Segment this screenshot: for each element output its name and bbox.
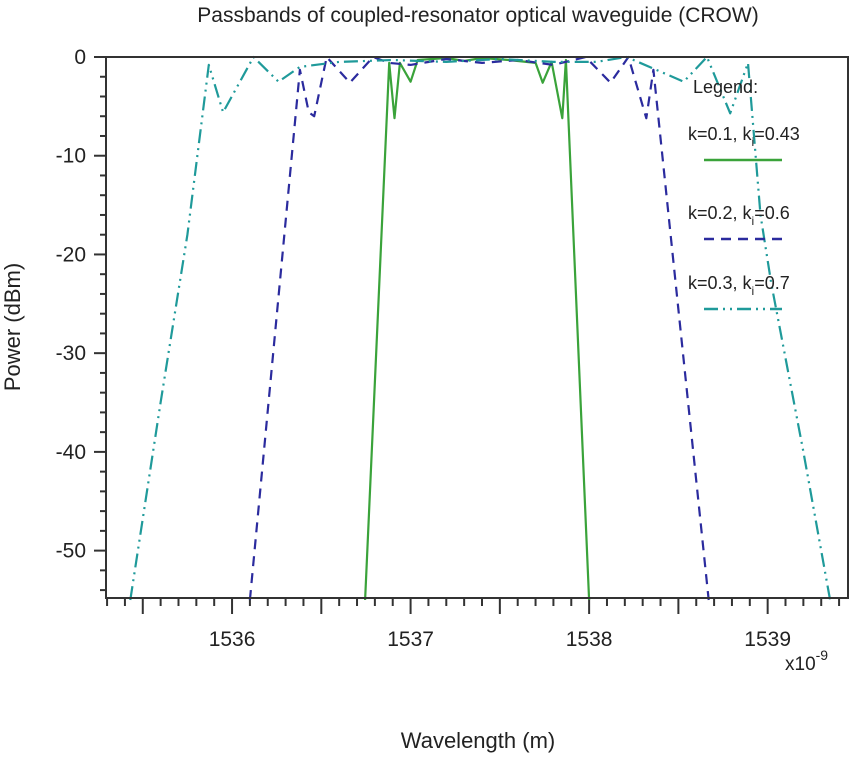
- y-axis-label: Power (dBm): [0, 263, 25, 391]
- legend-label-tail: =0.43: [754, 124, 800, 144]
- x-tick-label: 1537: [387, 628, 434, 651]
- x-exponent-base: x10: [785, 654, 816, 675]
- series-line-3: [129, 55, 832, 601]
- x-axis-label: Wavelength (m): [401, 728, 555, 753]
- x-axis-exponent: x10-9: [785, 647, 828, 675]
- legend-label-sub: i: [752, 284, 755, 298]
- series-line-2: [248, 55, 710, 601]
- legend-label-tail: =0.7: [754, 273, 790, 293]
- legend-label-main: k=0.3, k: [688, 273, 753, 293]
- x-tick-label: 1538: [566, 628, 613, 651]
- plot-frame: [105, 56, 849, 599]
- y-tick-label: -20: [56, 243, 86, 266]
- y-tick-label: -30: [56, 342, 86, 365]
- legend-label-3: k=0.3, ki=0.7: [688, 273, 790, 298]
- y-tick-label: 0: [74, 46, 86, 69]
- legend-label-main: k=0.1, k: [688, 124, 753, 144]
- series-line-1: [364, 56, 591, 601]
- legend-title: Legend:: [693, 77, 758, 97]
- x-tick-label: 1536: [209, 628, 256, 651]
- legend-label-main: k=0.2, k: [688, 203, 753, 223]
- chart-title: Passbands of coupled-resonator optical w…: [197, 4, 758, 27]
- legend-label-tail: =0.6: [754, 203, 790, 223]
- legend-label-sub: i: [752, 214, 755, 228]
- legend-label-1: k=0.1, ki=0.43: [688, 124, 800, 149]
- y-tick-label: -10: [56, 145, 86, 168]
- x-tick-label: 1539: [744, 628, 791, 651]
- x-exponent-power: -9: [816, 647, 829, 663]
- legend-label-sub: i: [752, 135, 755, 149]
- y-tick-label: -40: [56, 441, 86, 464]
- legend-label-2: k=0.2, ki=0.6: [688, 203, 790, 228]
- y-tick-label: -50: [56, 540, 86, 563]
- legend: Legend: k=0.1, ki=0.43k=0.2, ki=0.6k=0.3…: [688, 77, 800, 311]
